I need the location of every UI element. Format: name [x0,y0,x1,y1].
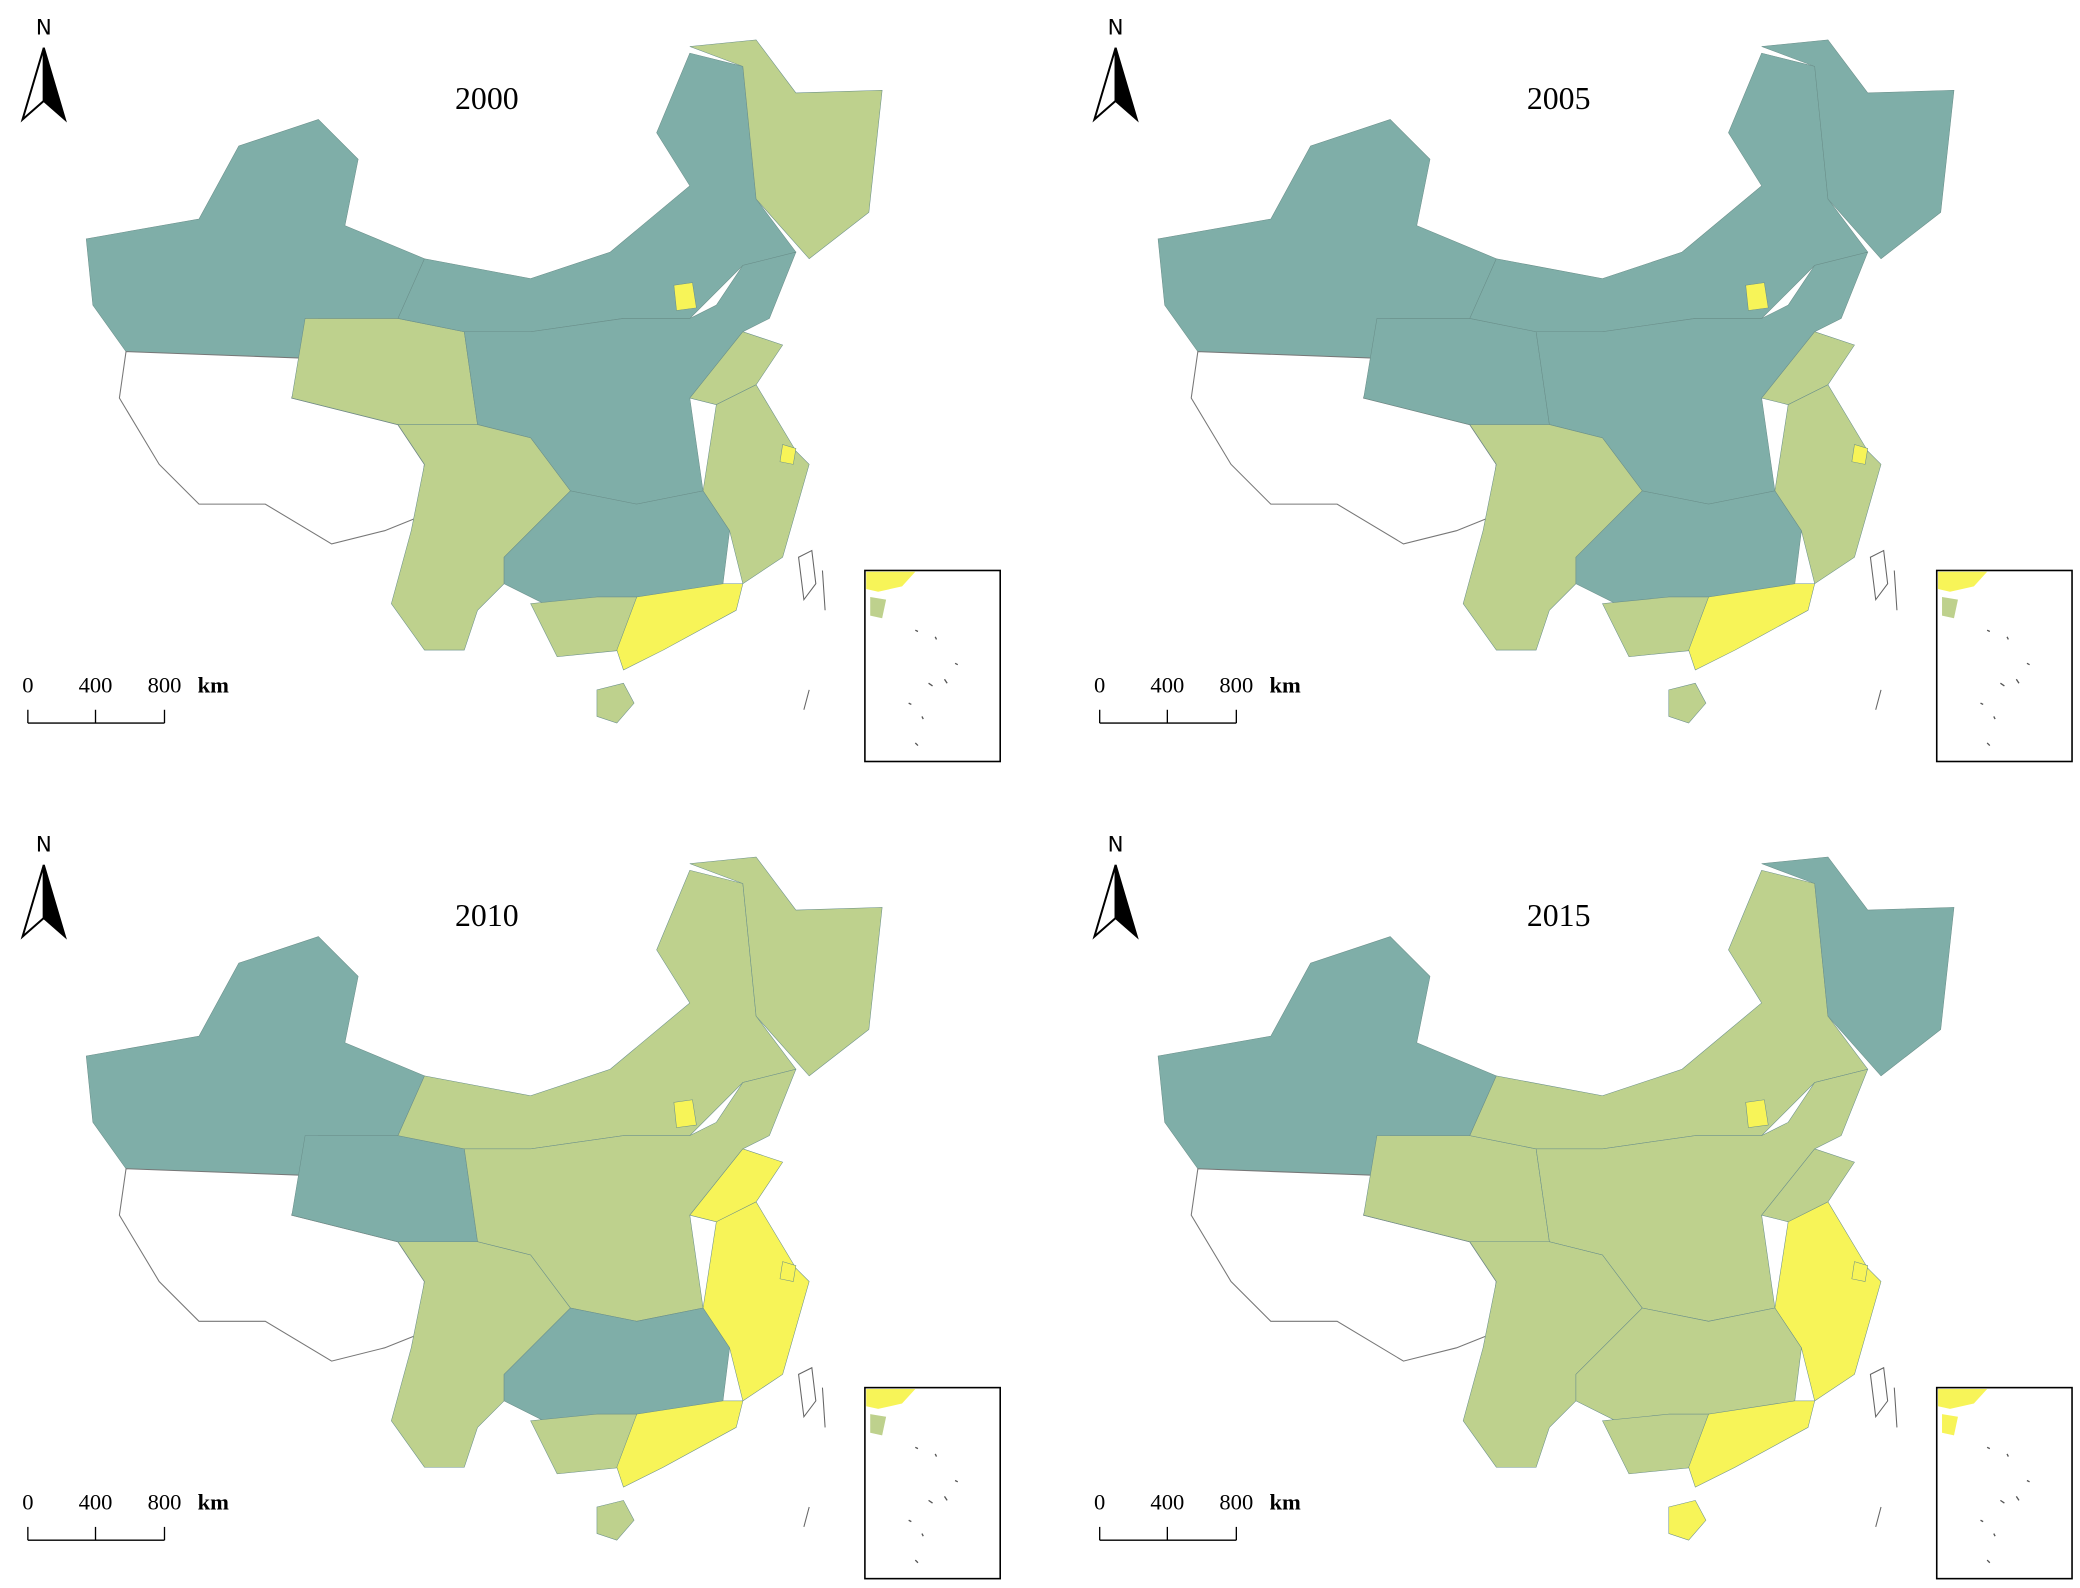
region [1688,1400,1816,1488]
region [689,856,883,1077]
north-arrow-fill [1114,864,1139,940]
scale-label: 400 [1150,673,1184,698]
scale-label: 0 [22,673,33,698]
map-panel: 2000 N 0 400 800 km [20,16,1001,763]
scale-label: 800 [148,1490,182,1515]
region [391,1241,571,1468]
region [1851,1261,1869,1282]
inset-islands [908,629,959,747]
island-outline [797,1366,826,1528]
region [1535,1068,1869,1322]
map-panel: 2015 N 0 400 800 km [1092,833,2073,1580]
north-arrow [20,47,45,123]
north-arrow-fill [42,47,67,123]
region [1745,282,1769,311]
inset-frame [1935,1386,2073,1580]
north-arrow-fill [1114,47,1139,123]
region [1761,1148,1855,1223]
inset-region [1942,1414,1958,1436]
panel-title: 2015 [1527,898,1591,933]
scale-label: 800 [1219,673,1253,698]
region [779,444,797,465]
region [689,39,883,260]
region [596,682,635,724]
inset-frame [1935,569,2073,763]
north-arrow [1092,864,1117,940]
scale-unit: km [1269,1490,1301,1515]
region [1745,1099,1769,1128]
scale-unit: km [198,1490,230,1515]
inset-region [1942,597,1958,619]
inset-islands [908,1446,959,1564]
region [596,1500,635,1541]
scale-label: 0 [1094,1490,1105,1515]
scale-label: 400 [1150,1490,1184,1515]
region [1462,424,1643,651]
panel-title: 2010 [455,898,519,933]
region [1668,682,1707,724]
region [673,282,697,311]
scale-unit: km [1269,673,1301,698]
region [1761,39,1955,260]
north-arrow [1092,47,1117,123]
region [689,331,784,405]
north-label: N [1108,833,1124,858]
inset-islands [1980,1446,2030,1564]
region [689,1148,784,1223]
scale-unit: km [198,673,230,698]
inset-region [1938,571,1988,592]
north-label: N [36,16,52,41]
island-outline [797,549,826,710]
region [616,583,744,671]
inset-region [866,1388,916,1409]
scale-label: 0 [22,1490,33,1515]
inset-region [866,571,916,592]
map-panel: 2010 N 0 400 800 km [20,833,1001,1580]
region [673,1099,697,1128]
scale-label: 800 [1219,1490,1253,1515]
island-outline [1869,1366,1898,1528]
region [1851,444,1869,465]
region [1688,583,1816,671]
island-outline [1869,549,1898,710]
inset-frame [864,569,1001,763]
region [1761,331,1855,405]
inset-islands [1980,629,2030,747]
north-label: N [1108,16,1124,41]
map-panel: 2005 N 0 400 800 km [1092,16,2073,763]
north-arrow-fill [42,864,67,940]
region [1761,856,1955,1077]
region [463,1068,797,1322]
north-label: N [36,833,52,858]
region [1668,1500,1707,1541]
north-arrow [20,864,45,940]
scale-label: 800 [148,673,182,698]
region [1535,251,1869,505]
region [463,251,797,505]
region [779,1261,797,1282]
inset-frame [864,1386,1001,1580]
region [1462,1241,1643,1468]
scale-label: 400 [79,1490,113,1515]
scale-label: 400 [79,673,113,698]
panel-title: 2000 [455,81,519,116]
region [391,424,571,651]
inset-region [870,597,887,619]
scale-label: 0 [1094,673,1105,698]
panel-title: 2005 [1527,81,1591,116]
inset-region [870,1414,887,1436]
region [616,1400,744,1488]
inset-region [1938,1388,1988,1409]
